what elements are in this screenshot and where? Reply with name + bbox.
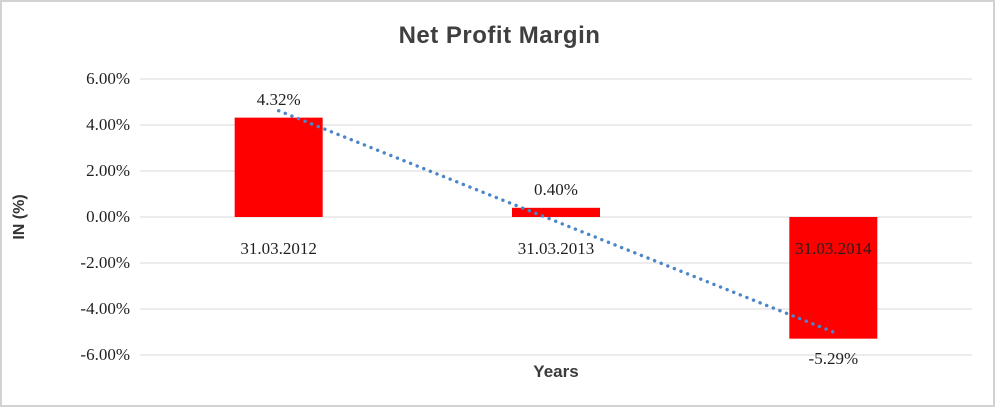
data-label: -5.29% (808, 348, 859, 368)
bar-31.03.2013 (512, 207, 600, 217)
data-label: 4.32% (256, 89, 301, 109)
y-tick-label: 0.00% (86, 207, 130, 226)
bar-31.03.2012 (234, 117, 323, 217)
y-tick-label: -4.00% (80, 299, 130, 318)
y-tick-label: 4.00% (86, 115, 130, 134)
bar-31.03.2014 (789, 217, 878, 339)
chart-title: Net Profit Margin (398, 22, 601, 49)
category-label: 31.03.2014 (795, 239, 872, 258)
y-tick-label: 2.00% (86, 161, 130, 180)
category-label: 31.03.2012 (240, 239, 317, 258)
data-label: 0.40% (534, 179, 578, 199)
category-label: 31.03.2013 (517, 239, 595, 258)
y-tick-label: -2.00% (80, 253, 130, 272)
y-tick-label: 6.00% (86, 69, 130, 88)
trendline (276, 109, 836, 334)
y-tick-label: -6.00% (80, 345, 130, 364)
x-axis-title: Years (533, 362, 579, 381)
